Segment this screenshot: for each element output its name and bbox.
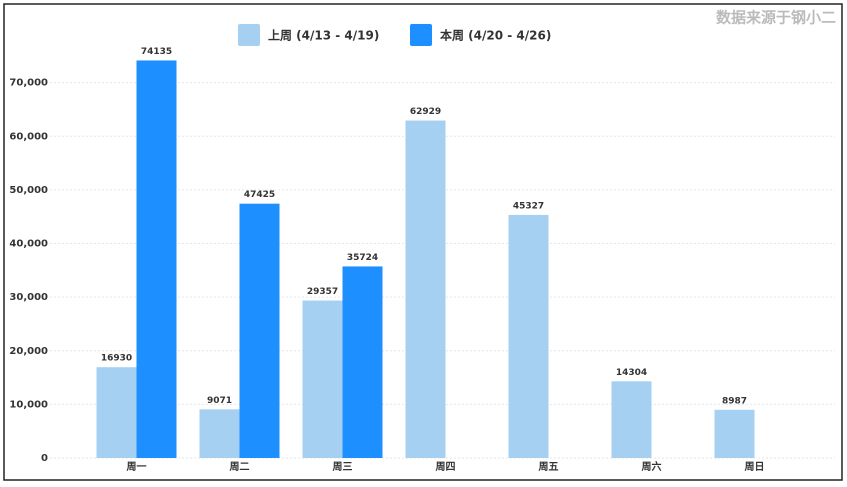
x-tick-label: 周三 xyxy=(333,461,353,473)
y-tick-label: 60,000 xyxy=(9,131,48,142)
value-label: 35724 xyxy=(347,253,378,263)
bar xyxy=(96,367,137,458)
x-tick-label: 周日 xyxy=(745,461,765,473)
bar xyxy=(136,60,177,459)
legend-swatch xyxy=(238,24,260,46)
value-label: 14304 xyxy=(616,368,647,378)
value-label: 47425 xyxy=(244,190,275,200)
y-tick-label: 10,000 xyxy=(9,399,48,410)
bar xyxy=(239,203,280,458)
y-tick-label: 0 xyxy=(41,453,48,464)
y-tick-label: 30,000 xyxy=(9,292,48,303)
legend-label: 本周 (4/20 - 4/26) xyxy=(440,28,551,43)
value-label: 62929 xyxy=(410,107,441,117)
value-label: 45327 xyxy=(513,201,544,211)
value-label: 29357 xyxy=(307,287,338,297)
x-tick-label: 周六 xyxy=(642,460,662,473)
legend-swatch xyxy=(410,24,432,46)
bar xyxy=(611,381,652,458)
bar xyxy=(714,409,755,458)
y-tick-label: 40,000 xyxy=(9,239,48,250)
value-label: 9071 xyxy=(207,396,232,406)
x-tick-label: 周四 xyxy=(436,461,456,473)
bar xyxy=(302,300,343,458)
bar xyxy=(405,120,446,458)
y-tick-label: 50,000 xyxy=(9,185,48,196)
x-tick-label: 周一 xyxy=(127,461,147,473)
y-tick-label: 70,000 xyxy=(9,78,48,89)
legend-label: 上周 (4/13 - 4/19) xyxy=(268,28,379,43)
value-label: 74135 xyxy=(141,47,172,57)
value-label: 8987 xyxy=(722,396,747,406)
bar xyxy=(508,214,549,458)
x-tick-label: 周五 xyxy=(539,461,559,473)
source-watermark: 数据来源于钢小二 xyxy=(716,9,836,27)
bar xyxy=(342,266,383,458)
value-label: 16930 xyxy=(101,354,132,364)
x-tick-label: 周二 xyxy=(230,461,250,473)
y-tick-label: 20,000 xyxy=(9,346,48,357)
bar xyxy=(199,409,240,458)
